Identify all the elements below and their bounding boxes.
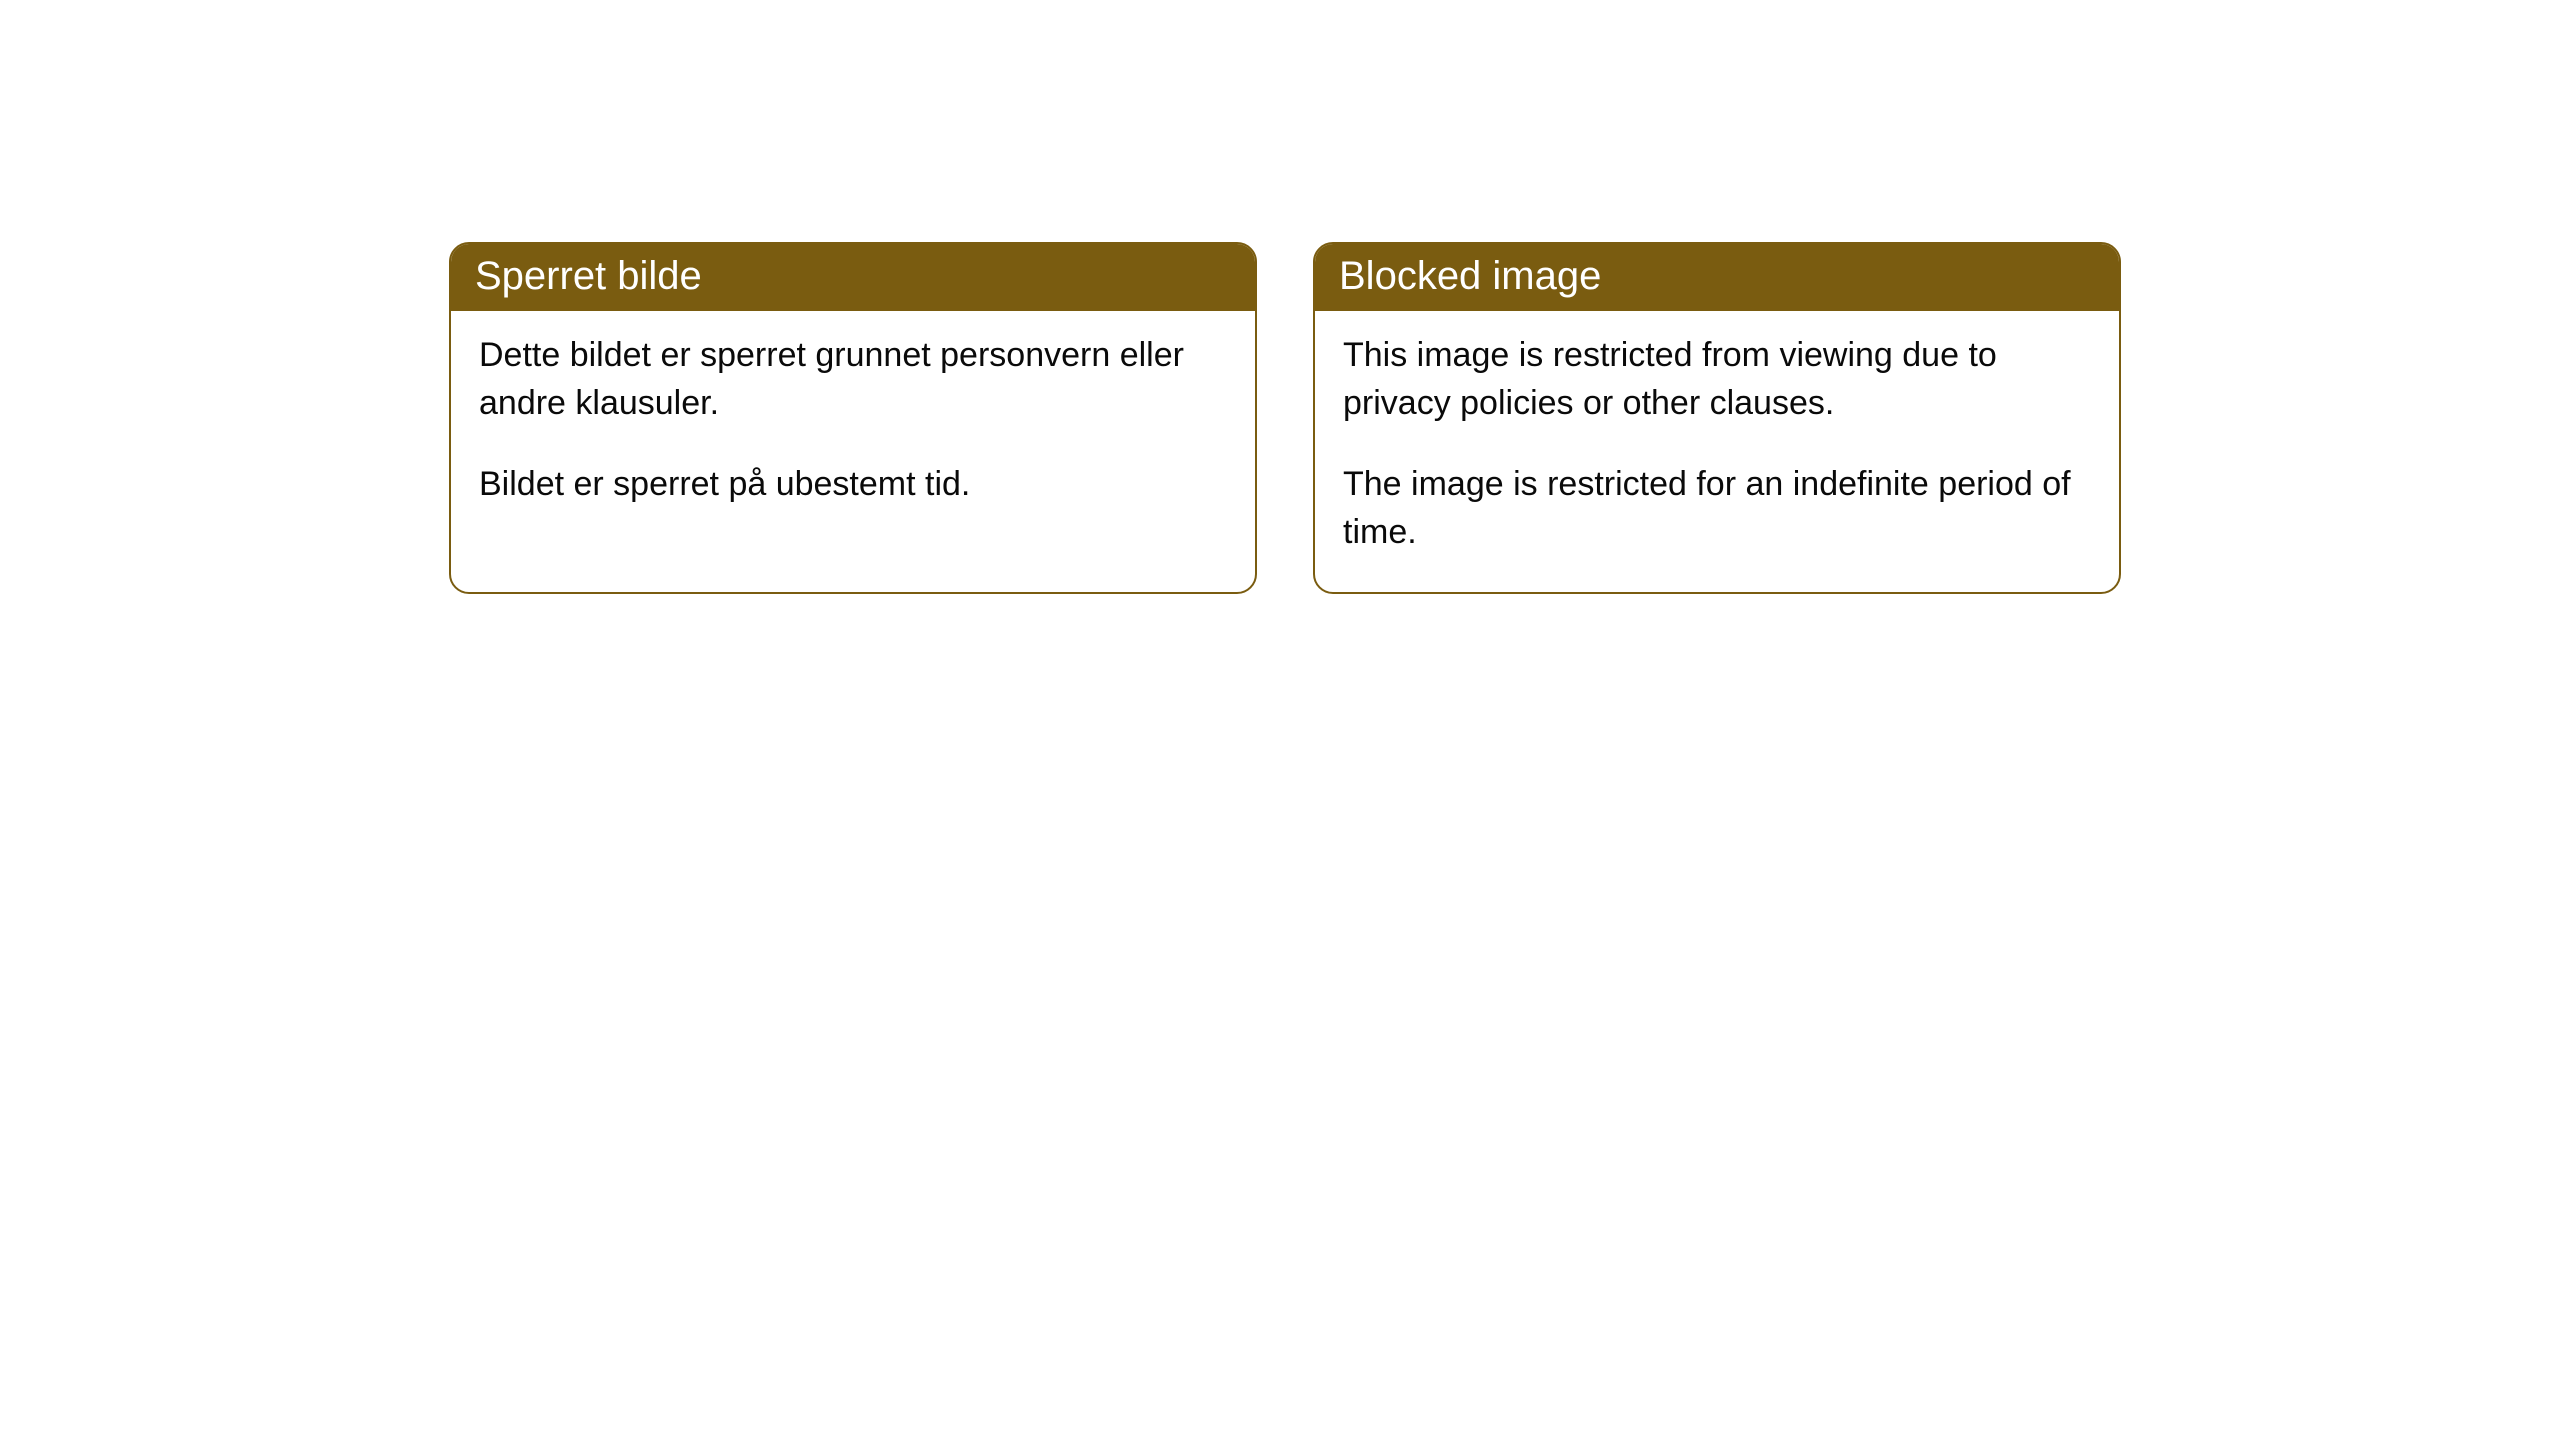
notice-container: Sperret bilde Dette bildet er sperret gr… [449,242,2121,594]
notice-card-english: Blocked image This image is restricted f… [1313,242,2121,594]
notice-card-norwegian: Sperret bilde Dette bildet er sperret gr… [449,242,1257,594]
card-body: Dette bildet er sperret grunnet personve… [451,311,1255,544]
card-paragraph: The image is restricted for an indefinit… [1343,460,2091,557]
card-title: Blocked image [1339,254,1601,298]
card-header: Sperret bilde [451,244,1255,311]
card-paragraph: This image is restricted from viewing du… [1343,331,2091,428]
card-body: This image is restricted from viewing du… [1315,311,2119,592]
card-title: Sperret bilde [475,254,702,298]
card-paragraph: Bildet er sperret på ubestemt tid. [479,460,1227,508]
card-paragraph: Dette bildet er sperret grunnet personve… [479,331,1227,428]
card-header: Blocked image [1315,244,2119,311]
